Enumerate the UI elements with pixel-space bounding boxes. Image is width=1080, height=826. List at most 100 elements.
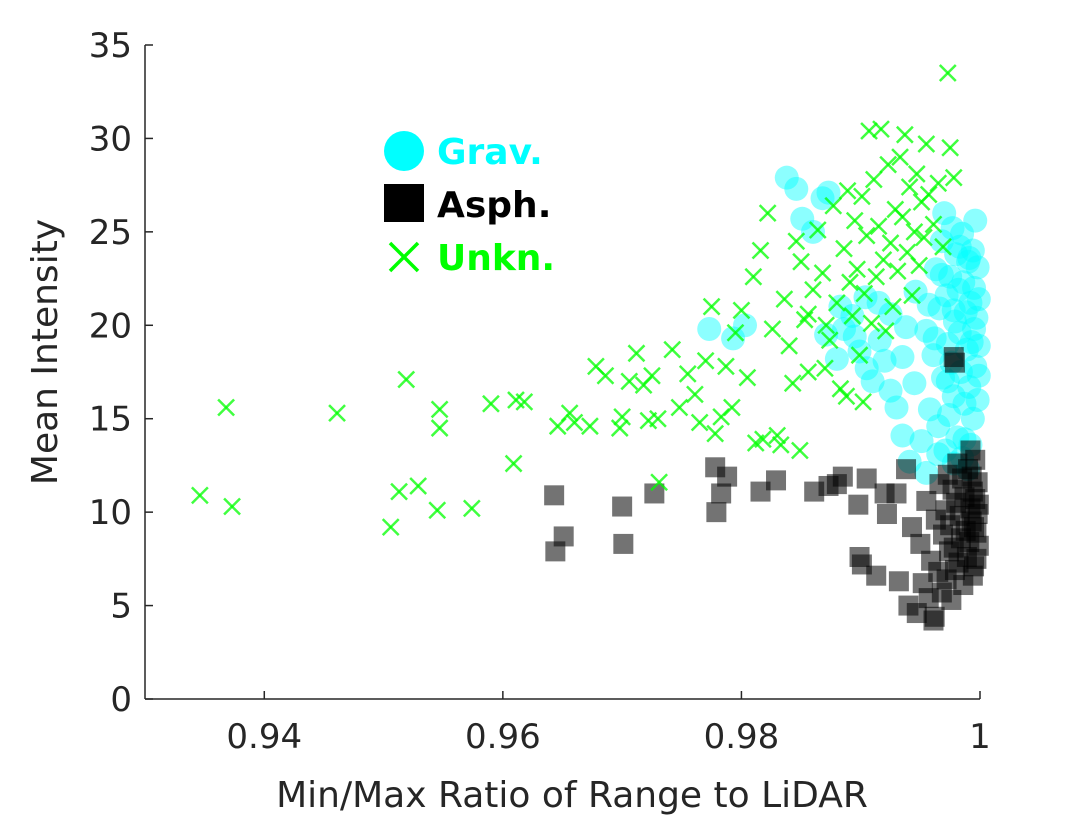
unkn-point <box>649 409 667 428</box>
unkn-point <box>917 135 936 153</box>
unkn-point <box>799 363 818 381</box>
grav-point <box>966 363 991 388</box>
asph-point <box>750 481 771 502</box>
unkn-point <box>891 148 909 166</box>
grav-point <box>926 414 951 439</box>
grav-point <box>867 328 892 353</box>
grav-point <box>914 318 939 343</box>
grav-point <box>884 395 909 420</box>
unkn-point <box>884 297 902 316</box>
grav-point <box>944 242 969 267</box>
unkn-point <box>783 374 802 393</box>
unkn-point <box>869 217 888 236</box>
grav-point <box>814 322 839 347</box>
asph-point <box>544 485 565 506</box>
grav-point <box>860 369 885 394</box>
asph-point <box>968 494 989 515</box>
grav-point <box>894 315 919 340</box>
asph-point <box>613 533 634 554</box>
unkn-point <box>900 178 919 196</box>
asph-point <box>711 483 732 504</box>
unkn-point <box>854 393 872 411</box>
asph-point <box>916 490 937 511</box>
legend-item: Asph. <box>384 184 551 226</box>
grav-point <box>784 176 809 201</box>
legend-item: Grav. <box>384 131 543 173</box>
grav-point <box>697 317 722 342</box>
unkn-point <box>813 264 832 282</box>
asph-point <box>553 526 574 547</box>
grav-point <box>890 423 915 448</box>
grav-point <box>960 238 985 263</box>
asph-point <box>717 466 738 487</box>
y-tick-label: 25 <box>89 213 132 253</box>
asph-point <box>644 483 665 504</box>
unkn-point <box>888 262 907 280</box>
grav-point <box>929 229 954 254</box>
grav-point <box>916 292 941 317</box>
unkn-point <box>397 370 416 389</box>
unkn-point <box>771 435 790 454</box>
grav-point <box>947 320 972 345</box>
x-tick-label: 0.94 <box>226 717 302 757</box>
unkn-point <box>838 181 857 200</box>
grav-point <box>774 165 799 190</box>
unkn-point <box>560 404 579 422</box>
x-tick-label: 1 <box>969 717 991 757</box>
unkn-point <box>787 232 806 251</box>
unkn-point <box>744 267 763 286</box>
unkn-point <box>663 340 682 359</box>
unkn-point <box>915 228 933 247</box>
unkn-point <box>627 344 646 363</box>
grav-point <box>921 343 946 368</box>
unkn-point <box>670 398 689 417</box>
y-tick-label: 5 <box>110 587 132 627</box>
unkn-point <box>843 307 862 325</box>
y-tick-label: 0 <box>110 680 132 720</box>
legend-circle-marker <box>384 131 424 171</box>
unkn-point <box>565 413 584 432</box>
unkn-point <box>872 120 890 138</box>
y-tick-label: 35 <box>89 26 132 66</box>
grav-point <box>963 354 988 379</box>
unkn-point <box>944 168 963 187</box>
grav-point <box>947 234 972 259</box>
grav-point <box>941 384 966 409</box>
grav-point <box>927 296 952 321</box>
unkn-point <box>881 234 900 252</box>
y-tick-label: 10 <box>89 493 132 533</box>
grav-point <box>917 397 942 422</box>
unkn-point <box>515 393 534 411</box>
unkn-point <box>850 346 869 365</box>
unkn-point <box>462 499 481 518</box>
asph-point <box>964 517 985 538</box>
grav-point <box>832 317 857 342</box>
grav-point <box>923 257 948 282</box>
unkn-point <box>820 331 839 350</box>
unkn-point <box>678 364 697 383</box>
grav-point <box>957 246 982 271</box>
asph-point <box>888 571 909 592</box>
unkn-point <box>732 301 751 320</box>
x-axis-label: Min/Max Ratio of Range to LiDAR <box>276 775 868 816</box>
asph-point <box>961 466 982 487</box>
grav-point <box>941 298 966 323</box>
grav-point <box>866 290 891 315</box>
y-tick-label: 15 <box>89 400 132 440</box>
grav-point <box>957 374 982 399</box>
grav-point <box>847 339 872 364</box>
unkn-point <box>482 394 500 413</box>
unkn-point <box>905 222 924 241</box>
unkn-point <box>390 482 408 501</box>
grav-point <box>878 378 903 403</box>
unkn-point <box>895 125 914 144</box>
unkn-point <box>738 368 757 387</box>
unkn-point <box>903 286 921 305</box>
unkn-point <box>837 387 856 406</box>
unkn-point <box>620 372 639 391</box>
asph-point <box>886 483 907 504</box>
unkn-point <box>328 404 346 422</box>
grav-point <box>810 186 835 211</box>
unkn-point <box>723 398 741 417</box>
